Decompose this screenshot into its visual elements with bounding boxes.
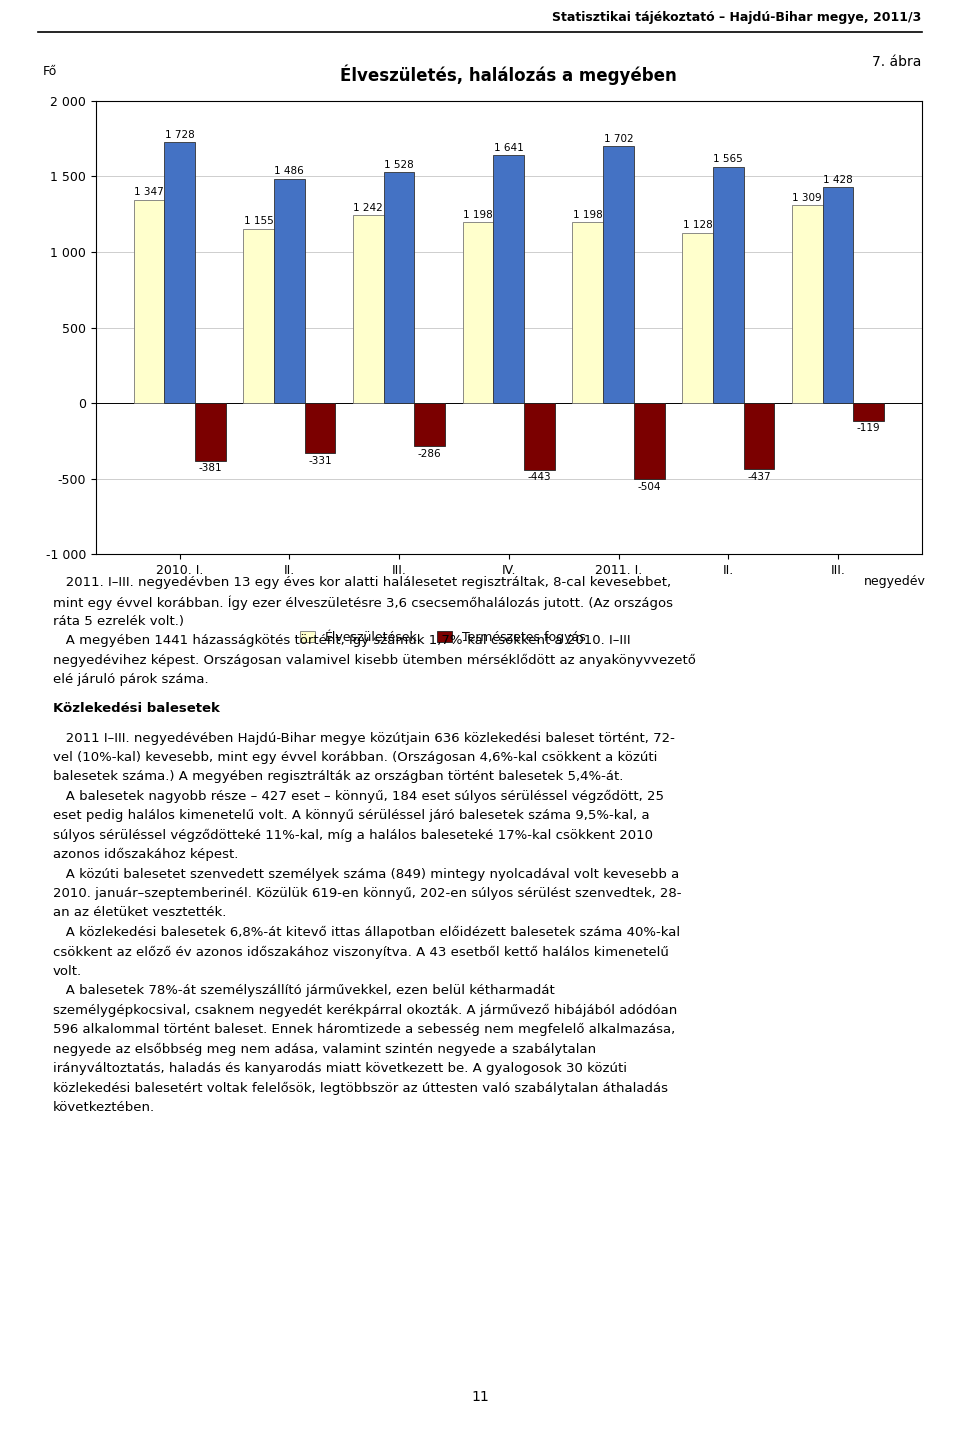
Text: következtében.: következtében.: [53, 1100, 155, 1115]
Text: 11: 11: [471, 1390, 489, 1404]
Text: Közlekedési balesetek: Közlekedési balesetek: [53, 703, 220, 716]
Text: vel (10%-kal) kevesebb, mint egy évvel korábban. (Országosan 4,6%-kal csökkent a: vel (10%-kal) kevesebb, mint egy évvel k…: [53, 750, 658, 765]
Text: negyedévihez képest. Országosan valamivel kisebb ütemben mérséklődött az anyakön: negyedévihez képest. Országosan valamive…: [53, 654, 696, 667]
Text: Statisztikai tájékoztató – Hajdú-Bihar megye, 2011/3: Statisztikai tájékoztató – Hajdú-Bihar m…: [552, 12, 922, 24]
Bar: [524, 403, 555, 471]
Text: 1 128: 1 128: [683, 220, 712, 230]
Text: azonos időszakához képest.: azonos időszakához képest.: [53, 848, 238, 861]
Title: Élveszületés, halálozás a megyében: Élveszületés, halálozás a megyében: [341, 65, 677, 85]
Bar: [243, 229, 274, 403]
Text: 1 565: 1 565: [713, 154, 743, 164]
Text: 1 198: 1 198: [573, 210, 603, 220]
Text: A megyében 1441 házasságkötés történt, így számuk 1,7%-kal csökkent a 2010. I–II: A megyében 1441 házasságkötés történt, í…: [53, 634, 631, 648]
Bar: [493, 156, 524, 403]
Text: 596 alkalommal történt baleset. Ennek háromtizede a sebesség nem megfelelő alkal: 596 alkalommal történt baleset. Ennek há…: [53, 1022, 675, 1037]
Bar: [683, 233, 713, 403]
Text: -119: -119: [857, 423, 880, 433]
Text: 1 641: 1 641: [494, 143, 523, 153]
Legend: Élveszületések, Természetes fogyás: Élveszületések, Természetes fogyás: [300, 631, 586, 644]
Text: 7. ábra: 7. ábra: [873, 55, 922, 69]
Text: személygépkocsival, csaknem negyedét kerékpárral okozták. A járművező hibájából : személygépkocsival, csaknem negyedét ker…: [53, 1004, 677, 1017]
Text: mint egy évvel korábban. Így ezer élveszületésre 3,6 csecsemőhalálozás jutott. (: mint egy évvel korábban. Így ezer élvesz…: [53, 596, 673, 611]
Bar: [195, 403, 226, 461]
Text: 1 198: 1 198: [464, 210, 492, 220]
Text: A balesetek nagyobb része – 427 eset – könnyű, 184 eset súlyos sérüléssel végződ: A balesetek nagyobb része – 427 eset – k…: [53, 789, 663, 804]
Text: balesetek száma.) A megyében regisztrálták az országban történt balesetek 5,4%-á: balesetek száma.) A megyében regisztrált…: [53, 770, 623, 783]
Bar: [823, 187, 853, 403]
Bar: [164, 143, 195, 403]
Bar: [384, 173, 415, 403]
Text: -286: -286: [418, 449, 442, 459]
Text: súlyos sérüléssel végződötteké 11%-kal, míg a halálos baleseteké 17%-kal csökken: súlyos sérüléssel végződötteké 11%-kal, …: [53, 828, 653, 842]
Bar: [792, 206, 823, 403]
Text: negyedév: negyedév: [864, 575, 926, 588]
Text: -443: -443: [528, 472, 551, 482]
Text: 1 242: 1 242: [353, 203, 383, 213]
Bar: [603, 145, 634, 403]
Text: 2011 I–III. negyedévében Hajdú-Bihar megye közútjain 636 közlekedési baleset tör: 2011 I–III. negyedévében Hajdú-Bihar meg…: [53, 732, 675, 744]
Text: A balesetek 78%-át személyszállító járművekkel, ezen belül kétharmadát: A balesetek 78%-át személyszállító jármű…: [53, 985, 555, 998]
Bar: [274, 179, 304, 403]
Text: ráta 5 ezrelék volt.): ráta 5 ezrelék volt.): [53, 615, 183, 628]
Bar: [133, 200, 164, 403]
Text: -437: -437: [747, 471, 771, 481]
Bar: [572, 222, 603, 403]
Bar: [463, 222, 493, 403]
Text: irányváltoztatás, haladás és kanyarodás miatt következett be. A gyalogosok 30 kö: irányváltoztatás, haladás és kanyarodás …: [53, 1063, 627, 1076]
Text: an az életüket vesztették.: an az életüket vesztették.: [53, 906, 227, 920]
Text: volt.: volt.: [53, 965, 82, 978]
Bar: [415, 403, 445, 446]
Text: Fő: Fő: [42, 65, 57, 78]
Text: A közúti balesetet szenvedett személyek száma (849) mintegy nyolcadával volt kev: A közúti balesetet szenvedett személyek …: [53, 867, 679, 881]
Bar: [713, 167, 744, 403]
Text: -381: -381: [199, 464, 222, 474]
Bar: [304, 403, 335, 454]
Text: 1 428: 1 428: [823, 176, 852, 184]
Text: 1 155: 1 155: [244, 216, 274, 226]
Text: 1 528: 1 528: [384, 160, 414, 170]
Text: 1 309: 1 309: [792, 193, 822, 203]
Text: negyede az elsőbbség meg nem adása, valamint szintén negyede a szabálytalan: negyede az elsőbbség meg nem adása, vala…: [53, 1043, 596, 1056]
Text: 1 486: 1 486: [275, 166, 304, 176]
Text: eset pedig halálos kimenetelű volt. A könnyű sérüléssel járó balesetek száma 9,5: eset pedig halálos kimenetelű volt. A kö…: [53, 809, 649, 822]
Text: 2010. január–szeptemberinél. Közülük 619-en könnyű, 202-en súlyos sérülést szenv: 2010. január–szeptemberinél. Közülük 619…: [53, 887, 682, 900]
Text: -504: -504: [637, 481, 661, 491]
Bar: [744, 403, 775, 469]
Text: 2011. I–III. negyedévben 13 egy éves kor alatti halálesetet regisztráltak, 8-cal: 2011. I–III. negyedévben 13 egy éves kor…: [53, 576, 671, 589]
Text: 1 728: 1 728: [165, 130, 195, 140]
Bar: [353, 216, 384, 403]
Text: -331: -331: [308, 455, 332, 465]
Bar: [634, 403, 664, 480]
Text: A közlekedési balesetek 6,8%-át kitevő ittas állapotban előidézett balesetek szá: A közlekedési balesetek 6,8%-át kitevő i…: [53, 926, 680, 939]
Text: elé járuló párok száma.: elé járuló párok száma.: [53, 672, 208, 687]
Text: 1 347: 1 347: [134, 187, 164, 197]
Text: közlekedési balesetért voltak felelősök, legtöbbször az úttesten való szabálytal: közlekedési balesetért voltak felelősök,…: [53, 1081, 668, 1094]
Text: csökkent az előző év azonos időszakához viszonyítva. A 43 esetből kettő halálos : csökkent az előző év azonos időszakához …: [53, 945, 669, 959]
Text: 1 702: 1 702: [604, 134, 634, 144]
Bar: [853, 403, 884, 420]
